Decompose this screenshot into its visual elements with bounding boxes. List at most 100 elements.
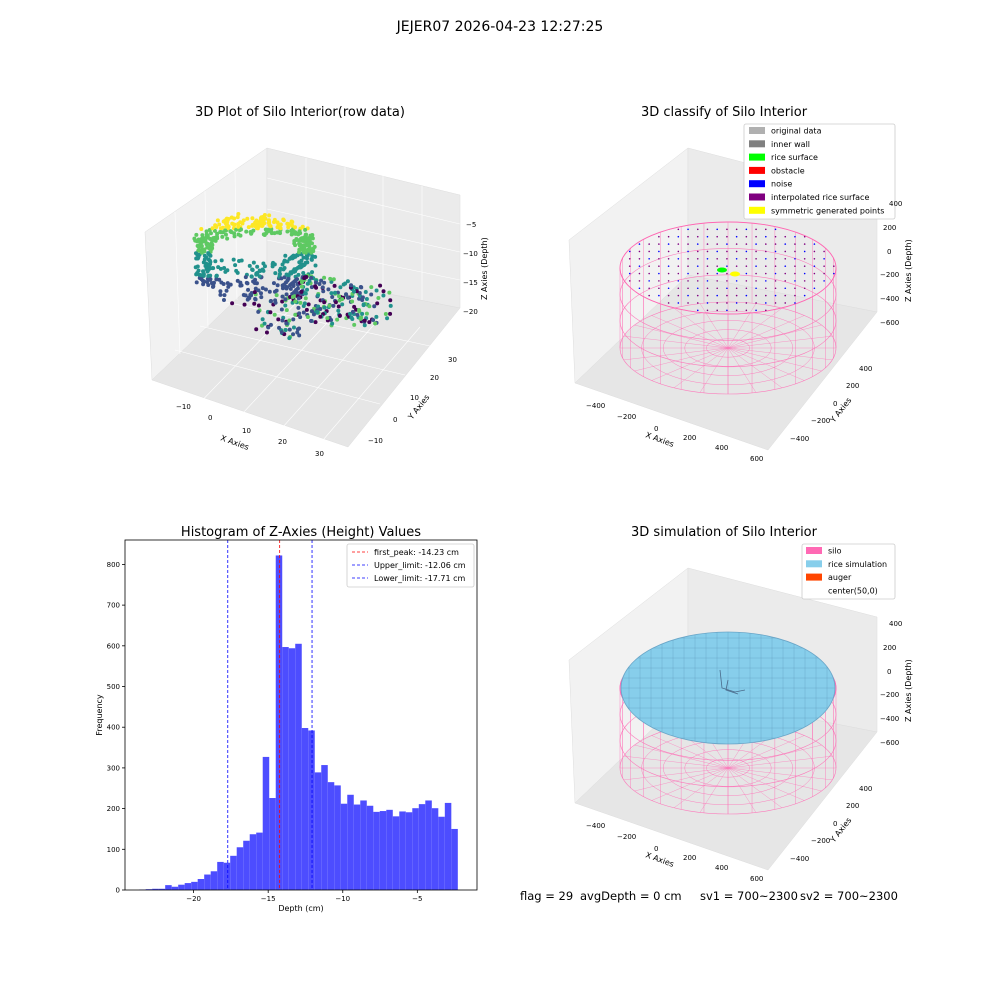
cylinder-top-rim-classify — [619, 221, 837, 315]
raw-scatter-point — [267, 220, 272, 225]
interpolated-surface-dot — [716, 309, 718, 312]
interpolated-surface-dot — [716, 265, 718, 267]
interpolated-surface-dot — [648, 265, 650, 267]
histogram-xtick-label: −10 — [335, 895, 350, 903]
interpolated-surface-dot — [784, 235, 787, 238]
raw-scatter-point — [381, 289, 386, 294]
classify-legend-box — [743, 123, 896, 220]
raw-scatter-point — [318, 307, 323, 312]
raw-scatter-point — [310, 309, 315, 314]
raw-scatter-point — [279, 276, 284, 281]
interpolated-surface-dot — [667, 272, 670, 275]
classify-panel-title: 3D classify of Silo Interior — [641, 105, 808, 120]
legend-label: obstacle — [771, 166, 805, 175]
raw-scatter-point — [235, 278, 240, 283]
interpolated-surface-dot — [823, 258, 825, 260]
raw-scatter-point — [209, 281, 214, 286]
interpolated-surface-dot — [658, 287, 660, 290]
raw-scatter-point — [209, 242, 214, 247]
raw-scatter-point — [194, 280, 199, 285]
interpolated-surface-dot — [803, 235, 806, 238]
cylinder-floor-spoke — [673, 308, 729, 349]
raw-scatter-point — [299, 258, 304, 263]
cylinder-floor-spoke — [651, 767, 729, 801]
interpolated-surface-dot — [648, 243, 650, 245]
raw-scatter-point — [214, 277, 219, 282]
raw-scatter-point — [318, 314, 323, 319]
interpolated-surface-dot — [794, 294, 796, 297]
raw-scatter-point — [301, 270, 306, 275]
interpolated-surface-dot — [628, 280, 631, 282]
interpolated-surface-dot — [677, 294, 680, 297]
interpolated-surface-dot — [803, 287, 806, 290]
raw-scatter-point — [234, 268, 239, 273]
histogram-bar — [392, 816, 400, 890]
raw-scatter-point — [296, 305, 301, 310]
raw-scatter-point — [262, 213, 267, 218]
raw-scatter-point — [292, 267, 297, 272]
raw-scatter-point — [280, 318, 285, 323]
raw-scatter-point — [255, 264, 260, 269]
simulation-xtick-1: −200 — [617, 833, 636, 841]
interpolated-surface-dot — [667, 280, 670, 282]
histogram-ytick-label: 700 — [107, 602, 120, 610]
raw-scatter-point — [304, 235, 309, 240]
raw-scatter-point — [271, 281, 276, 286]
simulation-zlabel: Z Axies (Depth) — [904, 659, 913, 722]
raw-scatter-point — [288, 286, 293, 291]
interpolated-surface-dot — [677, 250, 680, 253]
interpolated-surface-dot — [667, 243, 670, 245]
interpolated-surface-dot — [735, 309, 738, 312]
interpolated-surface-dot — [794, 272, 796, 275]
raw-scatter-point — [299, 280, 304, 285]
classify-ztick-3: −200 — [880, 271, 899, 279]
cylinder-floor-spoke — [623, 335, 729, 349]
raw-scatter-point — [364, 296, 369, 301]
interpolated-surface-dot — [667, 258, 670, 260]
legend-label: interpolated rice surface — [771, 193, 869, 202]
raw-scatter-point — [204, 229, 209, 234]
classify-ztick-5: −600 — [880, 319, 899, 327]
raw-scatter-point — [301, 310, 306, 315]
raw-scatter-point — [239, 283, 244, 288]
cylinder-floor-spoke — [727, 315, 805, 349]
raw-scatter-point — [247, 263, 252, 268]
cylinder-floor-spoke — [673, 347, 729, 388]
histogram-xtick-label: −15 — [261, 895, 276, 903]
raw-scatter-point — [253, 277, 258, 282]
classify-ztick-1: 200 — [883, 224, 896, 232]
histogram-title: Histogram of Z-Axies (Height) Values — [181, 525, 421, 540]
raw-scatter-point — [249, 290, 254, 295]
raw-scatter-point — [343, 281, 348, 286]
interpolated-surface-dot — [687, 287, 689, 290]
histogram-bar — [314, 772, 322, 890]
histogram-bar — [236, 847, 244, 890]
interpolated-surface-dot — [823, 280, 825, 282]
histogram-bar — [210, 871, 218, 890]
raw-scatter-point — [272, 312, 277, 317]
classify-ztick-4: −400 — [880, 295, 899, 303]
histogram-bar — [223, 862, 231, 890]
interpolated-surface-dot — [755, 272, 757, 275]
interpolated-surface-dot — [784, 265, 787, 267]
cylinder-floor-spoke — [634, 767, 729, 792]
interpolated-surface-dot — [765, 228, 767, 231]
raw-ztick-2: −15 — [463, 279, 478, 287]
raw-scatter-point — [303, 296, 308, 301]
raw-scatter-point — [297, 229, 302, 234]
raw-scatter-point — [278, 226, 283, 231]
interpolated-surface-dot — [803, 272, 806, 275]
interpolated-surface-dot — [765, 294, 767, 297]
interpolated-surface-dot — [803, 258, 806, 260]
raw-scatter-point — [205, 241, 210, 246]
interpolated-surface-dot — [774, 302, 777, 304]
interpolated-surface-dot — [716, 302, 718, 304]
interpolated-surface-dot — [755, 258, 757, 260]
interpolated-surface-dot — [706, 258, 709, 260]
raw-scatter-point — [383, 311, 388, 316]
interpolated-surface-dot — [696, 272, 699, 275]
histogram-bar — [184, 883, 192, 890]
histogram-y-axis: 0 100 200 300 400 500 600 700 800 — [107, 561, 125, 895]
interpolated-surface-dot — [726, 302, 728, 304]
raw-scatter-point — [284, 321, 289, 326]
